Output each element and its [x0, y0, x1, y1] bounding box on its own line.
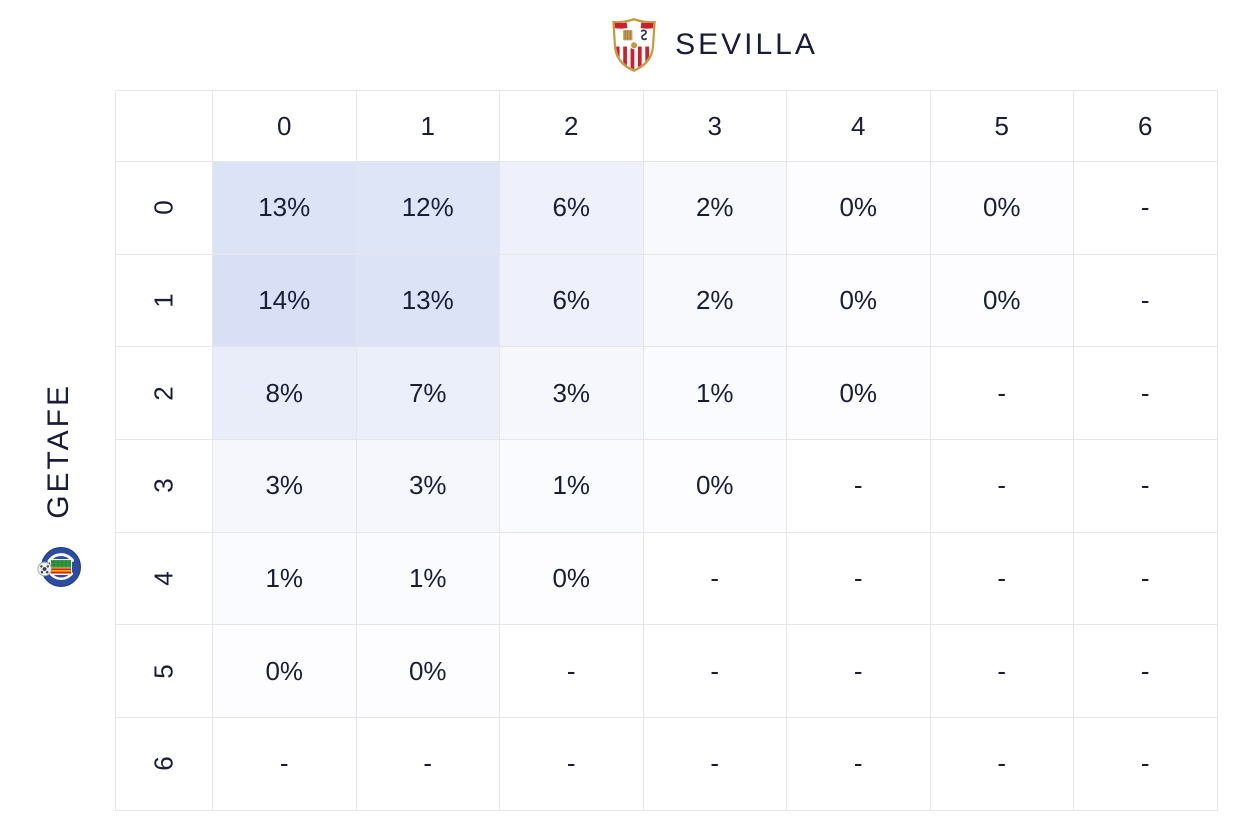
- matrix-cell: -: [929, 346, 1074, 441]
- matrix-cell: 2%: [642, 253, 787, 348]
- matrix-row: 1 14% 13% 6% 2% 0% 0% -: [115, 253, 1218, 348]
- column-header: 6: [1073, 90, 1218, 162]
- matrix-cell: 1%: [642, 346, 787, 441]
- matrix-cell: -: [212, 717, 357, 811]
- matrix-cell: 14%: [212, 253, 357, 348]
- matrix-cell: -: [1073, 439, 1218, 533]
- matrix-cell: -: [929, 717, 1074, 811]
- matrix-body: 0 13% 12% 6% 2% 0% 0% -1 14% 13% 6% 2% 0% 0% -2 8% 7% 3% 1…: [115, 161, 1218, 811]
- matrix-cell: 0%: [786, 161, 931, 255]
- matrix-cell: 13%: [212, 161, 357, 255]
- matrix-cell: 6%: [499, 161, 644, 255]
- matrix-row: 0 13% 12% 6% 2% 0% 0% -: [115, 161, 1218, 255]
- matrix-cell: -: [1073, 531, 1218, 626]
- top-team-name: SEVILLA: [675, 28, 818, 61]
- row-header-label: 4: [148, 571, 179, 586]
- row-header-label: 0: [148, 200, 179, 216]
- matrix-row: 2 8% 7% 3% 1% 0% - -: [115, 346, 1218, 441]
- matrix-cell: -: [786, 439, 931, 533]
- matrix-cell: -: [1073, 161, 1218, 255]
- matrix-cell: 3%: [355, 439, 500, 533]
- matrix-cell: 3%: [499, 346, 644, 441]
- matrix-cell: -: [642, 717, 787, 811]
- column-header: 4: [786, 90, 931, 162]
- matrix-cell: -: [642, 624, 787, 719]
- matrix-cell: -: [929, 531, 1074, 626]
- column-header: 1: [355, 90, 500, 162]
- row-header: 1: [115, 253, 213, 348]
- matrix-cell: 0%: [355, 624, 500, 719]
- matrix-cell: -: [355, 717, 500, 811]
- row-header: 5: [115, 624, 213, 719]
- row-header-label: 3: [148, 478, 179, 494]
- matrix-cell: 0%: [499, 531, 644, 626]
- matrix-corner-cell: [115, 90, 213, 162]
- matrix-cell: -: [929, 624, 1074, 719]
- matrix-row: 3 3% 3% 1% 0% - - -: [115, 439, 1218, 533]
- matrix-cell: 0%: [642, 439, 787, 533]
- sevilla-crest-icon: [611, 17, 657, 73]
- column-header: 3: [642, 90, 787, 162]
- matrix-cell: 1%: [499, 439, 644, 533]
- matrix-cell: -: [1073, 624, 1218, 719]
- matrix-cell: 6%: [499, 253, 644, 348]
- row-header-label: 6: [148, 756, 179, 772]
- matrix-cell: -: [786, 624, 931, 719]
- matrix-cell: 7%: [355, 346, 500, 441]
- matrix-cell: -: [786, 717, 931, 811]
- matrix-cell: 1%: [355, 531, 500, 626]
- matrix-cell: 8%: [212, 346, 357, 441]
- matrix-cell: 12%: [355, 161, 500, 255]
- column-header: 2: [499, 90, 644, 162]
- matrix-cell: 0%: [786, 253, 931, 348]
- matrix-cell: 0%: [212, 624, 357, 719]
- matrix-cell: -: [499, 624, 644, 719]
- matrix-cell: 3%: [212, 439, 357, 533]
- matrix-cell: -: [929, 439, 1074, 533]
- matrix-cell: 0%: [929, 253, 1074, 348]
- matrix-cell: -: [1073, 346, 1218, 441]
- row-header-label: 5: [148, 664, 179, 679]
- left-team-header: GETAFE: [22, 161, 96, 811]
- row-header: 2: [115, 346, 213, 441]
- matrix-cell: -: [642, 531, 787, 626]
- row-header: 4: [115, 531, 213, 626]
- matrix-row: 5 0% 0% - - - - -: [115, 624, 1218, 719]
- matrix-cell: 0%: [786, 346, 931, 441]
- row-header: 3: [115, 439, 213, 533]
- left-team-name: GETAFE: [42, 383, 75, 519]
- matrix-cell: 0%: [929, 161, 1074, 255]
- matrix-cell: -: [786, 531, 931, 626]
- matrix-cell: -: [499, 717, 644, 811]
- row-header-label: 1: [148, 293, 179, 308]
- matrix-cell: 1%: [212, 531, 357, 626]
- top-team-header: SEVILLA: [212, 0, 1217, 90]
- row-header-label: 2: [148, 385, 179, 401]
- matrix-row: 4 1% 1% 0% - - - -: [115, 531, 1218, 626]
- column-header: 0: [212, 90, 357, 162]
- matrix-cell: 2%: [642, 161, 787, 255]
- matrix-cell: -: [1073, 253, 1218, 348]
- row-header: 6: [115, 717, 213, 811]
- matrix-cell: -: [1073, 717, 1218, 811]
- column-header: 5: [929, 90, 1074, 162]
- row-header: 0: [115, 161, 213, 255]
- matrix-cell: 13%: [355, 253, 500, 348]
- matrix-row: 6-------: [115, 717, 1218, 811]
- getafe-crest-icon: [37, 545, 81, 589]
